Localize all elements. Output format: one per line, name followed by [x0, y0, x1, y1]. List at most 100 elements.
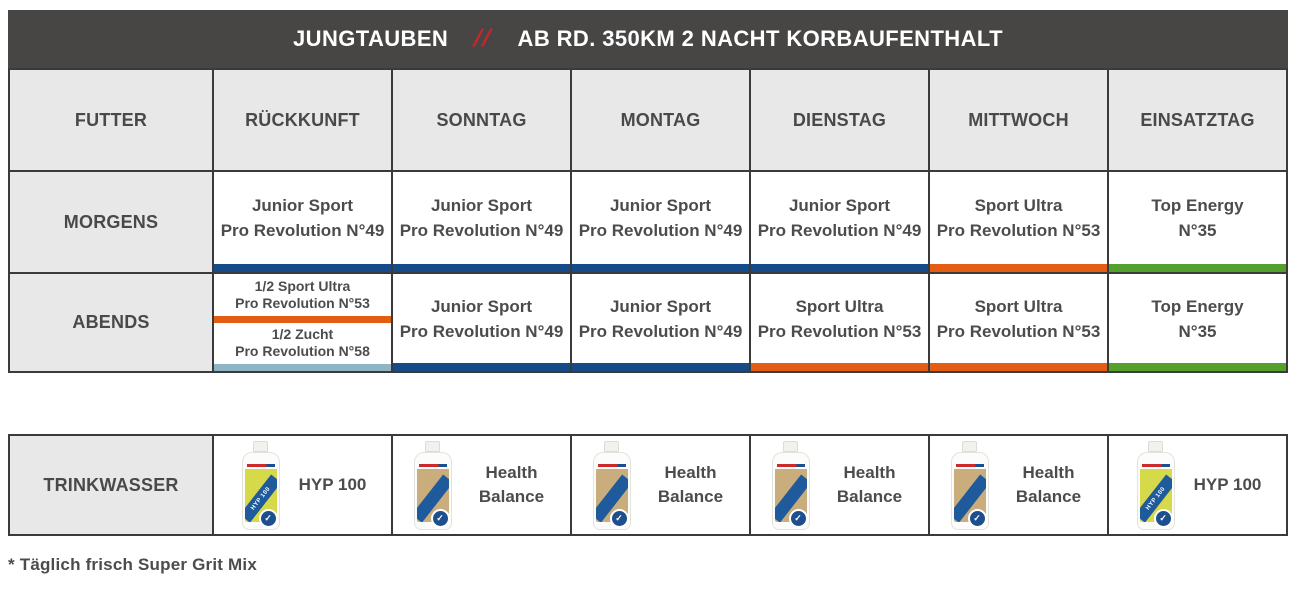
product-name: Sport Ultra [795, 296, 884, 316]
water-cell-einsatztag: HYP 100 ✓ HYP 100 [1109, 436, 1286, 534]
product-line: N°35 [1178, 321, 1217, 341]
product-color-bar [572, 264, 749, 272]
product-line: Pro Revolution N°49 [399, 321, 564, 341]
product-bottle-image: ✓ [948, 441, 992, 530]
product-name: Junior Sport [788, 196, 891, 215]
feed-cell-morgens-einsatztag: Top Energy N°35 [1109, 172, 1286, 272]
product-color-bar [751, 363, 928, 371]
product-name: Junior Sport [609, 296, 712, 316]
product-color-bar [930, 264, 1107, 272]
product-name: 1/2 Zucht [271, 326, 334, 343]
product-line: Pro Revolution N°58 [235, 343, 370, 360]
split-bottom-half: 1/2 Zucht Pro Revolution N°58 [214, 323, 391, 371]
feed-cell-morgens-sonntag: Junior Sport Pro Revolution N°49 [393, 172, 570, 272]
product-name: Top Energy [1151, 296, 1244, 316]
water-product-name: Health Balance [657, 463, 724, 506]
column-header-montag: MONTAG [572, 70, 749, 170]
water-product-name: Health Balance [478, 463, 545, 506]
feed-table: FUTTER RÜCKKUNFT SONNTAG MONTAG DIENSTAG… [8, 68, 1288, 373]
brand-logo [595, 462, 628, 469]
product-color-bar [1109, 363, 1286, 371]
row-label-trinkwasser: TRINKWASSER [10, 436, 212, 534]
pigeon-icon: ✓ [430, 509, 450, 528]
product-color-bar [751, 264, 928, 272]
product-bottle-image: HYP 100 ✓ [1134, 441, 1178, 530]
pigeon-icon: ✓ [967, 509, 987, 528]
pigeon-icon: ✓ [788, 509, 808, 528]
bottle-cap [962, 441, 977, 452]
title-separator-icon: // [472, 25, 494, 52]
product-line: Pro Revolution N°53 [936, 321, 1101, 341]
column-header-mittwoch: MITTWOCH [930, 70, 1107, 170]
feed-cell-abends-mittwoch: Sport Ultra Pro Revolution N°53 [930, 274, 1107, 371]
product-bottle-image: ✓ [590, 441, 634, 530]
water-product-name: HYP 100 [298, 475, 367, 494]
product-line: Pro Revolution N°49 [399, 221, 564, 240]
pigeon-icon: ✓ [258, 509, 278, 528]
brand-logo [953, 462, 986, 469]
pigeon-icon: ✓ [609, 509, 629, 528]
product-line: Pro Revolution N°53 [235, 294, 370, 311]
bottle-cap [253, 441, 269, 452]
feed-cell-morgens-rueckkunft: Junior Sport Pro Revolution N°49 [214, 172, 391, 272]
water-cell-dienstag: ✓ Health Balance [751, 436, 928, 534]
feed-cell-morgens-dienstag: Junior Sport Pro Revolution N°49 [751, 172, 928, 272]
brand-logo [1139, 462, 1172, 469]
product-bottle-image: HYP 100 ✓ [239, 441, 283, 530]
product-line: Pro Revolution N°49 [757, 221, 922, 240]
water-product-name: Health Balance [1015, 463, 1082, 506]
water-cell-mittwoch: ✓ Health Balance [930, 436, 1107, 534]
product-color-bar [214, 364, 391, 371]
product-line: N°35 [1178, 221, 1217, 240]
product-bottle-image: ✓ [411, 441, 455, 530]
product-line: Pro Revolution N°53 [757, 321, 922, 341]
product-name: Junior Sport [609, 196, 712, 215]
product-line: Pro Revolution N°49 [578, 321, 743, 341]
product-line: Pro Revolution N°49 [578, 221, 743, 240]
feed-cell-abends-montag: Junior Sport Pro Revolution N°49 [572, 274, 749, 371]
water-product-name: Health Balance [836, 463, 903, 506]
brand-logo [416, 462, 449, 469]
water-product-name: HYP 100 [1193, 475, 1262, 494]
brand-logo [774, 462, 807, 469]
column-header-dienstag: DIENSTAG [751, 70, 928, 170]
feed-table-corner-header: FUTTER [10, 70, 212, 170]
grit-footnote: * Täglich frisch Super Grit Mix [8, 555, 257, 574]
bottle-cap [604, 441, 619, 452]
title-subtitle: AB RD. 350KM 2 NACHT KORBAUFENTHALT [517, 26, 1003, 51]
feed-cell-morgens-mittwoch: Sport Ultra Pro Revolution N°53 [930, 172, 1107, 272]
column-header-einsatztag: EINSATZTAG [1109, 70, 1286, 170]
brand-logo [244, 462, 277, 469]
product-color-bar [1109, 264, 1286, 272]
product-name: 1/2 Sport Ultra [254, 277, 351, 294]
column-header-sonntag: SONNTAG [393, 70, 570, 170]
feed-cell-abends-rueckkunft-split: 1/2 Sport Ultra Pro Revolution N°53 1/2 … [214, 274, 391, 371]
product-name: Junior Sport [430, 196, 533, 215]
row-label-abends: ABENDS [10, 274, 212, 371]
row-label-morgens: MORGENS [10, 172, 212, 272]
drinking-water-table: TRINKWASSER HYP 100 ✓ HYP 100 [8, 434, 1288, 536]
product-color-bar [214, 264, 391, 272]
product-color-bar [214, 315, 391, 323]
product-name: Top Energy [1151, 196, 1244, 215]
product-name: Sport Ultra [974, 196, 1063, 215]
title-category: JUNGTAUBEN [293, 26, 449, 51]
feed-cell-abends-dienstag: Sport Ultra Pro Revolution N°53 [751, 274, 928, 371]
water-cell-rueckkunft: HYP 100 ✓ HYP 100 [214, 436, 391, 534]
bottle-cap [1148, 441, 1164, 452]
water-cell-sonntag: ✓ Health Balance [393, 436, 570, 534]
feed-cell-abends-sonntag: Junior Sport Pro Revolution N°49 [393, 274, 570, 371]
product-name: Junior Sport [251, 196, 354, 215]
water-cell-montag: ✓ Health Balance [572, 436, 749, 534]
product-color-bar [393, 264, 570, 272]
product-bottle-image: ✓ [769, 441, 813, 530]
feed-cell-morgens-montag: Junior Sport Pro Revolution N°49 [572, 172, 749, 272]
product-color-bar [393, 363, 570, 371]
title-bar: JUNGTAUBEN // AB RD. 350KM 2 NACHT KORBA… [8, 10, 1288, 68]
pigeon-icon: ✓ [1153, 509, 1173, 528]
bottle-cap [783, 441, 798, 452]
feeding-plan-page: JUNGTAUBEN // AB RD. 350KM 2 NACHT KORBA… [8, 10, 1288, 574]
product-line: Pro Revolution N°53 [936, 221, 1101, 240]
bottle-cap [425, 441, 440, 452]
split-top-half: 1/2 Sport Ultra Pro Revolution N°53 [214, 274, 391, 323]
